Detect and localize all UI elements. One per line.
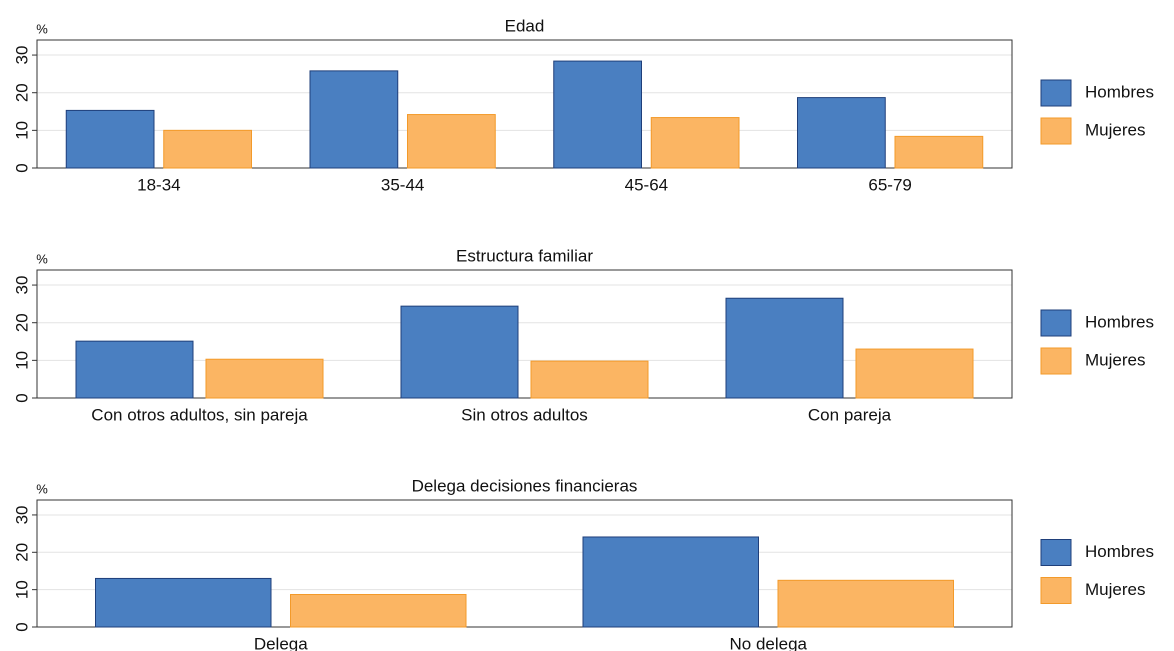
chart-title: Edad bbox=[505, 16, 545, 35]
chart-title: Estructura familiar bbox=[456, 246, 593, 265]
x-tick-label: 35-44 bbox=[381, 175, 424, 194]
y-tick-label: 30 bbox=[12, 276, 31, 295]
y-tick-label: 10 bbox=[12, 351, 31, 370]
y-tick-label: 30 bbox=[12, 46, 31, 65]
chart-title: Delega decisiones financieras bbox=[412, 476, 638, 495]
y-tick-label: 10 bbox=[12, 580, 31, 599]
y-tick-label: 10 bbox=[12, 121, 31, 140]
bar bbox=[553, 60, 642, 169]
y-tick-label: 20 bbox=[12, 543, 31, 562]
legend-label: Mujeres bbox=[1085, 120, 1145, 139]
bar bbox=[309, 70, 399, 169]
legend-swatch bbox=[1040, 577, 1072, 604]
legend-swatch bbox=[1040, 117, 1072, 145]
bar bbox=[855, 348, 974, 399]
plot-frame bbox=[36, 269, 1013, 399]
legend-label: Mujeres bbox=[1085, 580, 1145, 599]
y-tick-label: 0 bbox=[12, 393, 31, 402]
y-tick-label: 20 bbox=[12, 313, 31, 332]
plot-frame bbox=[36, 39, 1013, 169]
legend-label: Mujeres bbox=[1085, 350, 1145, 369]
x-tick-label: Delega bbox=[254, 634, 308, 651]
y-tick-label: 20 bbox=[12, 83, 31, 102]
y-tick-label: 0 bbox=[12, 622, 31, 631]
x-tick-label: 65-79 bbox=[868, 175, 911, 194]
legend-swatch bbox=[1040, 539, 1072, 566]
bar bbox=[530, 360, 649, 399]
x-tick-label: 45-64 bbox=[625, 175, 668, 194]
x-tick-label: No delega bbox=[729, 634, 807, 651]
legend-swatch bbox=[1040, 347, 1072, 375]
legend-swatch bbox=[1040, 309, 1072, 337]
legend-swatch bbox=[1040, 79, 1072, 107]
y-axis-label: % bbox=[36, 481, 48, 496]
legend-label: Hombres bbox=[1085, 542, 1154, 561]
legend-label: Hombres bbox=[1085, 82, 1154, 101]
bar bbox=[725, 297, 844, 399]
bar bbox=[894, 135, 984, 169]
bar bbox=[205, 358, 324, 399]
bar bbox=[65, 109, 155, 169]
bar bbox=[400, 305, 519, 399]
legend-label: Hombres bbox=[1085, 312, 1154, 331]
bar bbox=[407, 114, 496, 169]
x-tick-label: Con pareja bbox=[808, 405, 892, 424]
plot-frame bbox=[36, 499, 1013, 628]
bar bbox=[75, 340, 194, 399]
y-axis-label: % bbox=[36, 21, 48, 36]
bar bbox=[95, 577, 272, 628]
y-tick-label: 0 bbox=[12, 163, 31, 172]
bar bbox=[777, 579, 954, 628]
bar bbox=[163, 129, 252, 169]
x-tick-label: Con otros adultos, sin pareja bbox=[91, 405, 308, 424]
bar bbox=[797, 97, 886, 169]
bar bbox=[650, 117, 740, 169]
x-tick-label: Sin otros adultos bbox=[461, 405, 588, 424]
x-tick-label: 18-34 bbox=[137, 175, 180, 194]
bar bbox=[290, 594, 467, 628]
bar bbox=[582, 536, 759, 628]
y-tick-label: 30 bbox=[12, 505, 31, 524]
y-axis-label: % bbox=[36, 251, 48, 266]
